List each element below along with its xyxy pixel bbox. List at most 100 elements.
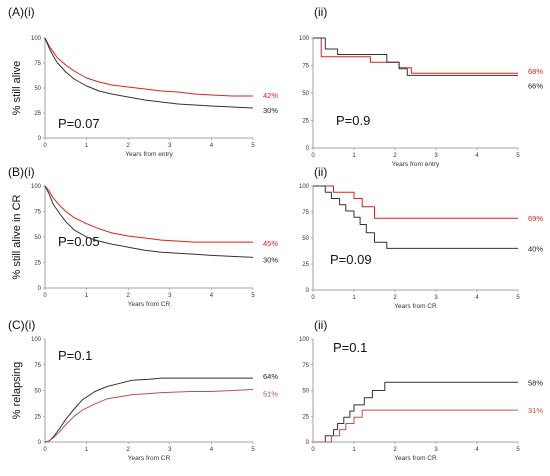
x-tick-label: 0 (311, 447, 315, 453)
x-tick-label: 0 (43, 447, 47, 453)
x-tick-label: 4 (210, 293, 214, 299)
y-tick-label: 50 (302, 389, 309, 395)
series-line-1 (44, 37, 254, 109)
y-tick-label: 75 (34, 61, 41, 67)
y-tick-label: 25 (34, 414, 41, 420)
panel-label: (ii) (314, 165, 327, 179)
x-axis-label: Years from entry (125, 151, 173, 158)
x-tick-label: 0 (311, 295, 315, 301)
y-tick-label: 0 (38, 286, 42, 292)
p-value-annotation: P=0.07 (58, 116, 100, 131)
series-line-1 (44, 389, 254, 443)
y-tick-label: 50 (302, 236, 309, 242)
panel-label: (ii) (314, 318, 327, 332)
x-tick-label: 3 (168, 447, 172, 453)
series-end-label: 66% (528, 81, 543, 90)
x-tick-label: 1 (85, 143, 89, 149)
series-line-0 (44, 37, 253, 97)
series-end-label: 42% (263, 91, 278, 100)
p-value-annotation: P=0.09 (330, 252, 372, 267)
y-tick-label: 25 (302, 262, 309, 268)
y-tick-label: 100 (299, 184, 310, 190)
x-tick-label: 2 (127, 143, 131, 149)
x-tick-label: 5 (516, 447, 520, 453)
x-tick-label: 3 (434, 295, 438, 301)
x-tick-label: 0 (43, 143, 47, 149)
x-tick-label: 2 (393, 447, 397, 453)
series-line-0 (313, 381, 518, 443)
x-tick-label: 0 (311, 153, 315, 159)
x-tick-label: 3 (168, 143, 172, 149)
y-axis-label: % relapsing (11, 362, 23, 419)
p-value-annotation: P=0.1 (58, 348, 92, 363)
p-value-annotation: P=0.9 (336, 113, 370, 128)
y-tick-label: 50 (302, 91, 309, 97)
series-line-1 (44, 185, 254, 258)
y-tick-label: 75 (34, 363, 41, 369)
x-tick-label: 2 (393, 153, 397, 159)
panel-label: (B)(i) (8, 165, 35, 179)
x-tick-label: 2 (127, 293, 131, 299)
p-value-annotation: P=0.05 (58, 234, 100, 249)
series-end-label: 51% (263, 389, 278, 398)
y-tick-label: 50 (34, 235, 41, 241)
series-line-0 (313, 185, 518, 219)
x-axis-label: Years from entry (392, 161, 440, 168)
x-tick-label: 4 (475, 447, 479, 453)
x-tick-label: 5 (516, 295, 520, 301)
y-tick-label: 0 (306, 288, 310, 294)
y-tick-label: 25 (34, 261, 41, 267)
x-axis-label: Years from CR (394, 455, 437, 462)
x-tick-label: 1 (352, 447, 356, 453)
y-tick-label: 100 (299, 36, 310, 42)
x-axis-label: Years from CR (128, 455, 171, 462)
series-line-0 (44, 377, 253, 443)
series-end-label: 45% (263, 239, 278, 248)
x-tick-label: 5 (251, 293, 255, 299)
series-line-0 (44, 185, 253, 243)
y-axis-label: % still alive (11, 61, 23, 115)
x-tick-label: 3 (434, 153, 438, 159)
panel-label: (A)(i) (8, 5, 35, 19)
series-line-0 (313, 37, 518, 74)
series-end-label: 40% (528, 244, 543, 253)
x-tick-label: 4 (210, 143, 214, 149)
y-tick-label: 75 (302, 210, 309, 216)
y-tick-label: 100 (31, 184, 42, 190)
y-tick-label: 0 (306, 146, 310, 152)
y-tick-label: 100 (299, 337, 310, 343)
x-tick-label: 5 (251, 143, 255, 149)
x-tick-label: 3 (168, 293, 172, 299)
x-tick-label: 2 (393, 295, 397, 301)
y-tick-label: 0 (38, 440, 42, 446)
x-axis-label: Years from CR (394, 303, 437, 310)
series-line-1 (313, 409, 518, 443)
y-tick-label: 25 (302, 414, 309, 420)
panel-label: (C)(i) (8, 318, 35, 332)
x-tick-label: 3 (434, 447, 438, 453)
series-end-label: 30% (263, 106, 278, 115)
series-end-label: 30% (263, 255, 278, 264)
x-tick-label: 4 (210, 447, 214, 453)
y-tick-label: 25 (34, 111, 41, 117)
x-tick-label: 0 (43, 293, 47, 299)
x-tick-label: 4 (475, 295, 479, 301)
x-tick-label: 1 (352, 295, 356, 301)
series-end-label: 58% (528, 378, 543, 387)
series-end-label: 68% (528, 67, 543, 76)
series-line-1 (313, 185, 518, 249)
y-tick-label: 100 (31, 337, 42, 343)
y-tick-label: 0 (306, 440, 310, 446)
series-end-label: 69% (528, 214, 543, 223)
x-tick-label: 1 (352, 153, 356, 159)
x-tick-label: 4 (475, 153, 479, 159)
x-tick-label: 5 (516, 153, 520, 159)
y-tick-label: 0 (38, 136, 42, 142)
